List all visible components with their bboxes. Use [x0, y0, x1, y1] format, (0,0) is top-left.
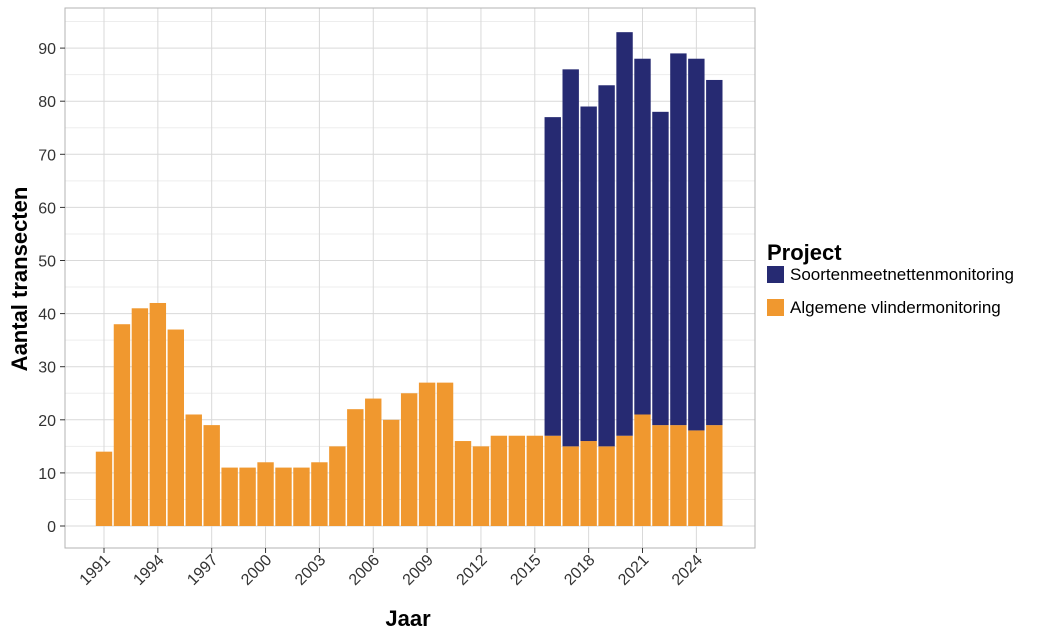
y-tick-label: 70: [38, 147, 56, 164]
bar-segment: [616, 32, 633, 436]
bar-segment: [131, 308, 149, 526]
bar-segment: [616, 435, 633, 526]
legend-swatch: [767, 266, 784, 283]
bar-segment: [634, 58, 651, 415]
y-tick-label: 80: [38, 94, 56, 111]
bar-segment: [508, 435, 526, 526]
bar-segment: [490, 435, 508, 526]
bar-segment: [472, 446, 490, 526]
bar-segment: [670, 425, 687, 526]
legend-label: Soortenmeetnettenmonitoring: [790, 265, 1014, 284]
y-tick-label: 10: [38, 466, 56, 483]
legend: Project Soortenmeetnettenmonitoring Algem…: [767, 240, 1014, 317]
bar-segment: [688, 58, 705, 431]
x-tick-label: 2012: [454, 552, 491, 589]
legend-label: Algemene vlindermonitoring: [790, 298, 1001, 317]
legend-title: Project: [767, 240, 842, 265]
y-tick-label: 90: [38, 41, 56, 58]
x-axis-title: Jaar: [385, 606, 431, 630]
bar-segment: [688, 430, 705, 526]
bar-segment: [113, 324, 131, 526]
x-tick-label: 2006: [346, 552, 383, 589]
y-tick-label: 30: [38, 360, 56, 377]
bar-segment: [544, 435, 561, 526]
x-tick-label: 2003: [292, 552, 329, 589]
bar-segment: [454, 441, 472, 526]
bars: [95, 32, 723, 526]
bar-segment: [400, 393, 418, 526]
bar-segment: [293, 467, 310, 526]
bar-segment: [652, 425, 669, 526]
bar-segment: [544, 117, 561, 436]
plot-panel-border: [64, 7, 756, 549]
bar-segment: [580, 441, 597, 526]
y-axis-ticks: 0 10 20 30 40 50 60 70 80 90: [38, 41, 65, 536]
y-tick-label: 0: [47, 519, 56, 536]
bar-segment: [634, 414, 651, 526]
bar-segment: [652, 111, 669, 426]
bar-segment: [562, 446, 579, 526]
bar-segment: [347, 409, 364, 526]
x-tick-label: 2021: [615, 552, 652, 589]
bar-segment: [239, 467, 256, 526]
x-tick-label: 2015: [507, 552, 544, 589]
y-tick-label: 50: [38, 254, 56, 271]
bar-segment: [562, 69, 579, 447]
x-tick-label: 2000: [238, 552, 275, 589]
x-tick-label: 2018: [561, 552, 598, 589]
x-tick-label: 2024: [669, 552, 706, 589]
bar-segment: [221, 467, 238, 526]
x-tick-label: 1997: [184, 552, 221, 589]
bar-segment: [436, 382, 454, 526]
y-tick-label: 40: [38, 307, 56, 324]
bar-segment: [418, 382, 436, 526]
bar-segment: [365, 398, 382, 526]
y-axis-title: Aantal transecten: [7, 187, 32, 372]
bar-segment: [203, 425, 220, 526]
bar-segment: [706, 425, 723, 526]
x-tick-label: 1991: [77, 552, 114, 589]
legend-swatch: [767, 299, 784, 316]
bar-segment: [598, 85, 615, 447]
y-tick-label: 60: [38, 200, 56, 217]
bar-segment: [149, 302, 167, 526]
y-tick-label: 20: [38, 413, 56, 430]
bar-segment: [670, 53, 687, 426]
bar-segment: [257, 462, 274, 526]
bar-segment: [580, 106, 597, 442]
bar-segment: [275, 467, 292, 526]
bar-segment: [598, 446, 615, 526]
x-tick-label: 2009: [400, 552, 437, 589]
bar-segment: [526, 435, 543, 526]
x-tick-label: 1994: [130, 552, 167, 589]
bar-segment: [706, 79, 723, 426]
bar-segment: [95, 451, 113, 526]
bar-segment: [185, 414, 202, 526]
bar-segment: [311, 462, 328, 526]
x-axis-ticks: 1991 1994 1997 2000 2003 2006 2009 2012 2015 2018…: [77, 548, 706, 589]
bar-segment: [383, 419, 400, 526]
bar-segment: [329, 446, 346, 526]
bar-segment: [167, 329, 184, 526]
